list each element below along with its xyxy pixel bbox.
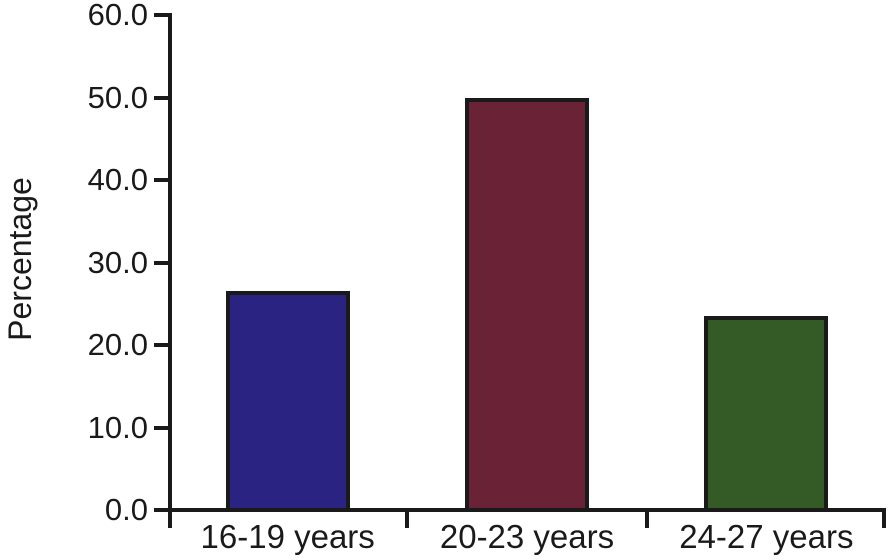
y-tick-label: 40.0 (87, 162, 148, 197)
y-tick-mark (154, 178, 170, 182)
y-tick-mark (154, 95, 170, 100)
y-tick-mark (154, 343, 170, 347)
bar-20-23-years (465, 97, 589, 512)
y-tick-label: 30.0 (87, 244, 148, 280)
y-tick-label: 20.0 (87, 327, 148, 362)
x-category-label: 24-27 years (679, 518, 854, 555)
y-tick-mark (154, 260, 170, 265)
x-category-label: 16-19 years (200, 518, 375, 555)
x-tick-mark (405, 508, 410, 528)
y-tick-label: 50.0 (87, 79, 148, 115)
y-tick-label: 0.0 (104, 492, 148, 527)
y-tick-mark (154, 425, 170, 430)
bar-24-27-years (704, 316, 829, 512)
y-tick-label: 10.0 (87, 409, 148, 445)
x-axis-end-tick (882, 508, 886, 528)
y-tick-label: 60.0 (87, 0, 148, 32)
x-category-label: 20-23 years (439, 518, 615, 555)
y-tick-mark (154, 13, 170, 17)
y-tick-mark (154, 508, 170, 512)
y-axis-line (168, 13, 172, 528)
bar-16-19-years (225, 291, 350, 512)
x-tick-mark (644, 508, 649, 528)
